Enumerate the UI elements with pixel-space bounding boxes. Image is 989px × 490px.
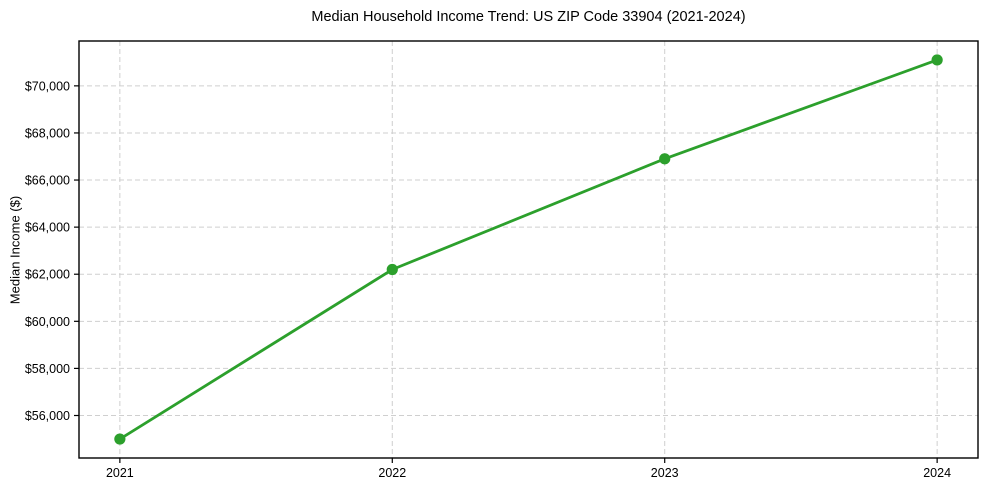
y-tick-label: $66,000: [25, 174, 70, 188]
y-tick-label: $68,000: [25, 126, 70, 140]
y-tick-label: $56,000: [25, 409, 70, 423]
data-point-marker: [931, 54, 943, 66]
y-tick-label: $58,000: [25, 362, 70, 376]
data-point-marker: [386, 263, 398, 276]
y-tick-label: $64,000: [25, 221, 70, 235]
x-tick-label: 2023: [651, 466, 679, 480]
x-tick-label: 2022: [378, 466, 406, 480]
trend-line: [118, 58, 939, 441]
y-tick-label: $62,000: [25, 268, 70, 282]
chart-title: Median Household Income Trend: US ZIP Co…: [311, 9, 746, 25]
x-tick-label: 2021: [106, 466, 134, 480]
y-axis-label: Median Income ($): [7, 195, 23, 305]
axes-box: [78, 40, 979, 459]
y-tick-label: $70,000: [25, 79, 70, 93]
y-tick-label: $60,000: [25, 315, 70, 329]
data-point-marker: [114, 433, 126, 445]
x-tick-label: 2024: [923, 466, 951, 480]
data-point-marker: [659, 153, 671, 165]
